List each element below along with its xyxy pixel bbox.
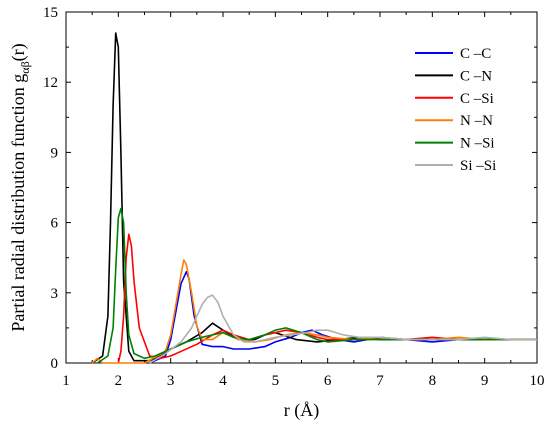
y-tick-label: 0	[51, 356, 59, 372]
x-tick-label: 2	[115, 373, 123, 389]
series-lines	[91, 32, 537, 364]
x-tick-label: 5	[272, 373, 280, 389]
legend-label: Si –Si	[460, 158, 496, 174]
legend-label: C –N	[460, 68, 492, 84]
series-line-5	[149, 294, 537, 364]
x-tick-label: 8	[429, 373, 437, 389]
legend-label: N –N	[460, 113, 493, 129]
x-axis-label: r (Å)	[284, 400, 319, 421]
x-tick-label: 6	[324, 373, 332, 389]
x-tick-label: 7	[376, 373, 384, 389]
y-tick-label: 12	[43, 75, 58, 91]
legend-label: C –C	[460, 46, 491, 62]
y-axis-label-main: Partial radial distribution function g	[8, 74, 28, 332]
x-tick-label: 4	[219, 373, 227, 389]
y-axis-label-tail: (r)	[8, 43, 29, 61]
y-tick-label: 9	[51, 145, 59, 161]
x-tick-label: 3	[167, 373, 175, 389]
series-line-3	[91, 259, 537, 364]
series-line-0	[149, 270, 537, 364]
x-tick-label: 10	[530, 373, 545, 389]
y-axis-label-subscript: αβ	[18, 61, 32, 73]
legend: C –C C –N C –Si N –N N –Si Si –Si	[415, 46, 496, 174]
legend-label: C –Si	[460, 91, 494, 107]
y-axis-label: Partial radial distribution function gαβ…	[8, 43, 32, 331]
series-line-4	[96, 207, 537, 364]
x-tick-label: 1	[62, 373, 70, 389]
y-tick-label: 15	[43, 5, 58, 21]
y-tick-label: 3	[51, 286, 59, 302]
y-tick-label: 6	[51, 216, 59, 232]
legend-label: N –Si	[460, 136, 495, 152]
x-tick-label: 9	[481, 373, 489, 389]
